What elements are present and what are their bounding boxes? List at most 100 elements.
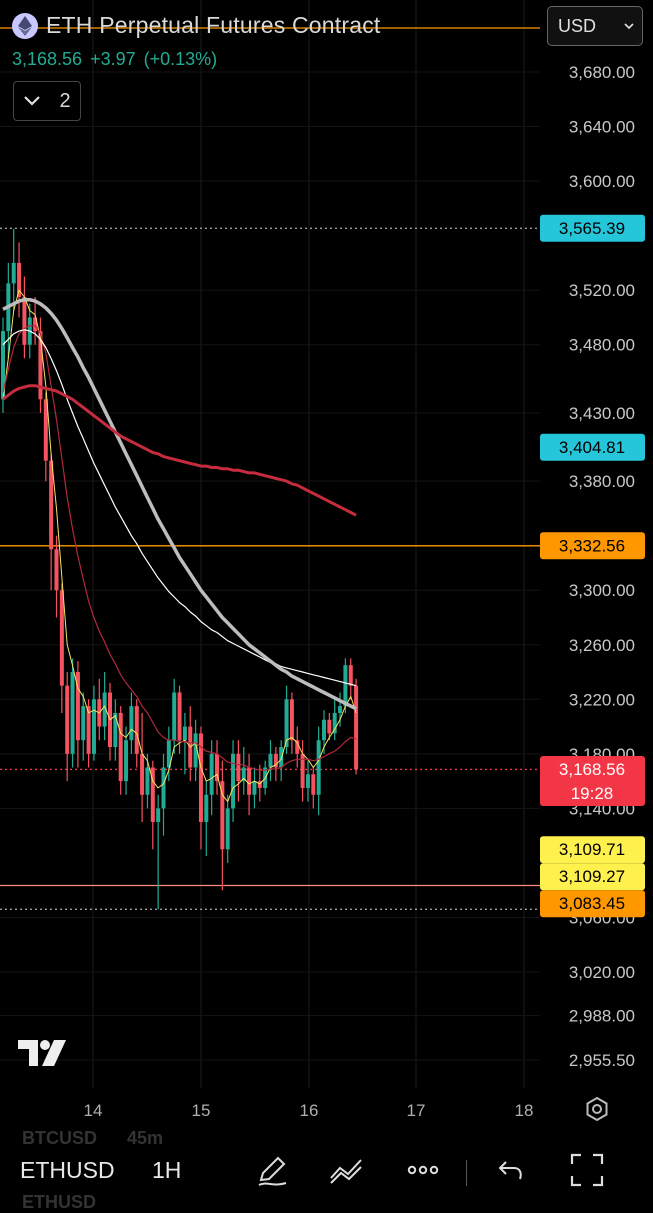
candle [241,747,246,795]
candle [91,685,96,761]
candle-body [22,297,27,345]
price-tag-bg [540,433,645,461]
candle [182,712,187,775]
moving-average-line [2,384,357,517]
candle [305,760,310,802]
ethereum-icon [12,12,38,39]
y-tick-label: 3,430.00 [569,404,635,423]
candle [348,658,353,700]
candle-body [1,331,5,400]
candle [332,699,337,741]
x-tick-label: 14 [84,1101,103,1120]
more-icon[interactable] [405,1152,441,1188]
y-tick-label: 3,380.00 [569,472,635,491]
candle-body [172,692,177,741]
candle-body [166,740,171,768]
candle [284,685,289,754]
candle-body [113,712,118,748]
candle [86,699,91,768]
candle-body [65,685,70,754]
candle [295,726,300,768]
price-tag: 3,109.71 [540,836,645,864]
ghost-tab-previous[interactable]: BTCUSD 45m [22,1128,164,1148]
candle-body [140,753,145,795]
candle [81,692,86,761]
candle-body [327,719,332,734]
indicator-legend-toggle[interactable]: 2 [13,81,81,121]
symbol-title: ETH Perpetual Futures Contract [46,12,381,38]
candle-body [43,399,48,461]
candle-body [38,331,43,400]
moving-average-line [2,289,357,803]
candle-body [134,706,139,754]
candle-body [204,794,209,823]
candle [75,661,80,768]
candle-body [279,747,284,768]
undo-icon[interactable] [494,1152,530,1188]
chevron-down-icon [24,96,41,106]
y-tick-label: 2,955.50 [569,1051,635,1070]
candle-body [91,699,96,754]
currency-select[interactable]: USD [547,6,643,46]
price-tag-bg [540,863,645,891]
candle [97,678,102,741]
price-tag-bg [540,214,645,242]
candle-body [182,726,187,741]
moving-average-line [2,325,357,771]
price-tag-label: 3,565.39 [559,219,625,238]
fullscreen-icon[interactable] [569,1152,605,1188]
price-tag-bg [540,532,645,560]
indicators-icon[interactable] [328,1152,364,1188]
candle [118,706,123,795]
candle [252,767,257,809]
candle-body [59,590,64,686]
candle-body [289,699,294,741]
candle [22,276,27,359]
candle [43,392,48,482]
candle [140,712,145,823]
last-price: 3,168.56 [12,49,83,69]
candle [11,228,16,311]
candle [327,712,332,741]
candle [220,760,225,891]
candle-body [54,549,59,591]
price-tag-label: 3,109.27 [559,867,625,886]
candle [354,678,359,775]
candle [247,753,252,816]
candle-body [268,753,273,768]
chart-header: ETH Perpetual Futures Contract 3,168.56 +… [12,12,381,70]
candle-body [220,781,225,850]
candle-body [129,706,134,741]
candle [215,740,219,795]
candle-body [124,740,129,782]
candle [33,297,38,345]
candle [156,794,161,910]
candle [59,583,64,713]
candle-body [70,672,75,754]
candle [17,242,22,318]
symbol-button[interactable]: ETHUSD [20,1157,115,1183]
interval-button[interactable]: 1H [152,1157,182,1183]
toolbar-divider [466,1160,467,1186]
settings-icon[interactable] [584,1096,610,1122]
candle [54,535,59,618]
candle-body [118,712,123,782]
candle [129,692,134,754]
tradingview-logo[interactable] [18,1038,68,1076]
ghost-tab-next[interactable]: ETHUSD [22,1192,97,1212]
y-tick-label: 3,640.00 [569,118,635,137]
candle [289,692,294,754]
y-tick-label: 3,300.00 [569,581,635,600]
candle-body [316,740,321,795]
candle-body [348,665,353,686]
candle-body [273,753,278,768]
pencil-icon[interactable] [254,1152,290,1188]
price-tag-label: 3,332.56 [559,536,625,555]
candle-body [257,781,262,788]
candle [204,781,209,857]
candle-body [241,767,246,782]
candle-body [86,706,91,754]
moving-average-line [2,329,357,687]
candle-body [49,460,54,550]
